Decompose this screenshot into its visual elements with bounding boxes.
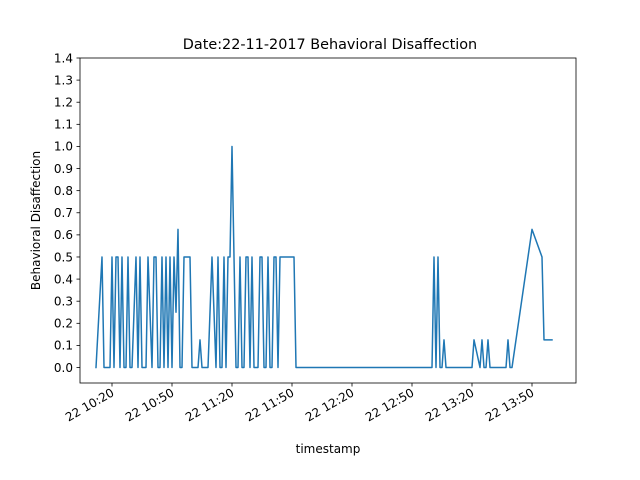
y-tick-label: 0.6: [54, 228, 73, 242]
y-tick-label: 0.1: [54, 339, 73, 353]
axes-frame: [79, 57, 577, 384]
x-tick-label: 22 12:50: [363, 385, 416, 424]
y-tick-label: 0.7: [54, 206, 73, 220]
y-tick-label: 1.0: [54, 140, 73, 154]
y-tick-label: 1.3: [54, 73, 73, 87]
x-tick-label: 22 12:20: [303, 385, 356, 424]
y-tick-label: 0.9: [54, 162, 73, 176]
x-tick-label: 22 11:50: [243, 385, 296, 424]
x-tick-label: 22 10:50: [123, 385, 176, 424]
series-line-0: [95, 145, 553, 369]
x-axis: 22 10:20 22 10:50 22 11:20 22 11:50 22 12:20…: [63, 383, 537, 424]
y-tick-label: 1.1: [54, 118, 73, 132]
y-axis-label: Behavioral Disaffection: [29, 151, 43, 290]
x-axis-label: timestamp: [296, 442, 361, 456]
y-tick-label: 0.5: [54, 250, 73, 264]
x-tick-label: 22 10:20: [63, 385, 116, 424]
x-tick-label: 22 13:50: [483, 385, 536, 424]
y-tick-label: 1.4: [54, 51, 73, 65]
x-tick-label: 22 11:20: [183, 385, 236, 424]
y-tick-label: 0.8: [54, 184, 73, 198]
plot-area: [95, 145, 553, 369]
x-tick-label: 22 13:20: [423, 385, 476, 424]
y-tick-label: 0.0: [54, 361, 73, 375]
y-axis: 0.0 0.1 0.2 0.3 0.4 0.5 0.6 0.7 0.8 0.9 1.0 1.1 1.2 1…: [54, 51, 80, 375]
y-tick-label: 0.4: [54, 272, 73, 286]
y-tick-label: 0.2: [54, 317, 73, 331]
chart-title: Date:22-11-2017 Behavioral Disaffection: [183, 37, 477, 53]
y-tick-label: 1.2: [54, 96, 73, 110]
y-tick-label: 0.3: [54, 294, 73, 308]
